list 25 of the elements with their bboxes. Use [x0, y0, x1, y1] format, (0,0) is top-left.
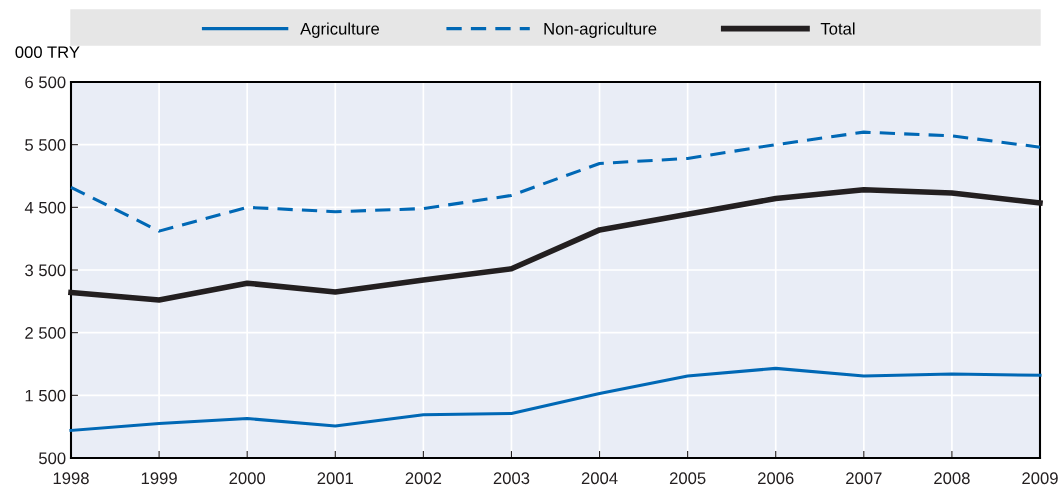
- y-tick-label: 2 500: [25, 327, 66, 339]
- x-tick-label: 2002: [405, 472, 442, 485]
- y-tick-label: 3 500: [25, 264, 66, 277]
- y-tick-label: 6 500: [25, 76, 66, 89]
- y-tick-label: 500: [39, 452, 66, 465]
- x-tick-label: 2008: [934, 472, 970, 485]
- x-tick-label: 2004: [581, 472, 618, 485]
- x-tick-label: 2000: [229, 472, 266, 485]
- x-tick-label: 1999: [141, 472, 177, 485]
- x-tick-label: 2005: [669, 472, 706, 485]
- x-tick-label: 2006: [758, 472, 794, 485]
- x-tick-label: 1998: [53, 472, 89, 485]
- x-tick-label: 2001: [317, 472, 353, 485]
- line-series: [69, 130, 1042, 233]
- legend-label: Agriculture: [300, 22, 380, 38]
- y-tick-label: 4 500: [24, 201, 66, 214]
- y-axis-title: 000 TRY: [15, 46, 80, 59]
- x-tick-label: 2007: [846, 472, 882, 485]
- legend-label: Non-agriculture: [544, 22, 657, 38]
- x-tick-label: 2003: [493, 472, 530, 485]
- x-tick-label: 2009: [1022, 472, 1058, 485]
- y-tick-label: 5 500: [25, 139, 66, 151]
- line-series: [69, 366, 1042, 432]
- legend-label: Total: [820, 22, 855, 35]
- y-tick-label: 1 500: [25, 389, 66, 402]
